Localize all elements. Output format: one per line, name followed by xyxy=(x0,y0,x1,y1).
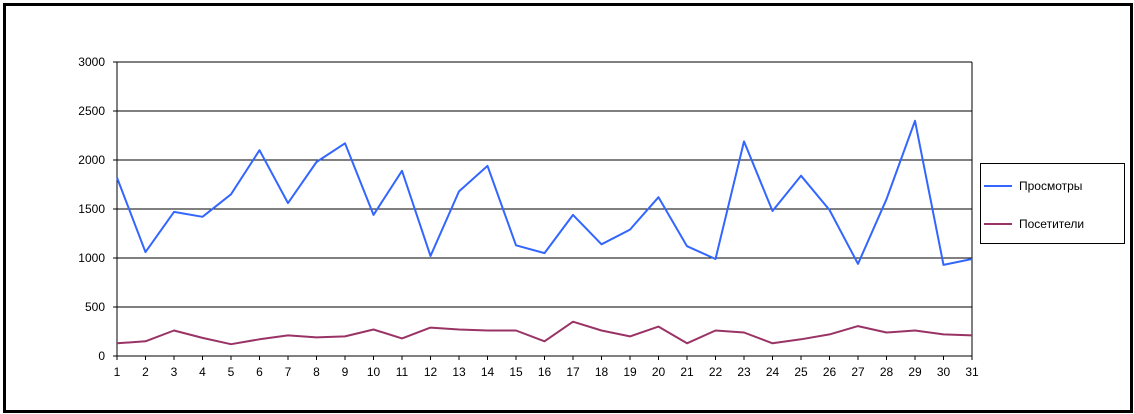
x-tick-label: 6 xyxy=(256,365,263,379)
x-tick-label: 24 xyxy=(766,365,780,379)
legend-item-series-2: Посетители xyxy=(981,216,1084,232)
legend-item-series-1: Просмотры xyxy=(981,178,1082,194)
x-tick-label: 2 xyxy=(142,365,149,379)
x-tick-label: 14 xyxy=(481,365,495,379)
x-tick-label: 11 xyxy=(396,365,409,379)
x-tick-label: 18 xyxy=(595,365,609,379)
series-line-2 xyxy=(116,320,973,346)
x-tick-label: 16 xyxy=(538,365,552,379)
y-tick-label: 1000 xyxy=(78,251,105,265)
x-tick-label: 8 xyxy=(313,365,320,379)
x-tick-label: 29 xyxy=(908,365,922,379)
y-tick-label: 3000 xyxy=(78,55,105,69)
x-tick-label: 20 xyxy=(652,365,666,379)
x-tick-label: 28 xyxy=(880,365,894,379)
x-tick-label: 9 xyxy=(342,365,349,379)
x-tick-label: 30 xyxy=(937,365,951,379)
x-tick-label: 19 xyxy=(623,365,637,379)
x-tick-label: 25 xyxy=(794,365,808,379)
x-tick-label: 12 xyxy=(424,365,438,379)
x-tick-label: 26 xyxy=(823,365,837,379)
x-tick-label: 10 xyxy=(367,365,381,379)
x-tick-label: 13 xyxy=(452,365,466,379)
x-tick-label: 21 xyxy=(680,365,694,379)
x-tick-label: 3 xyxy=(171,365,178,379)
x-tick-label: 1 xyxy=(114,365,121,379)
x-tick-label: 7 xyxy=(285,365,292,379)
x-tick-label: 27 xyxy=(851,365,865,379)
y-tick-label: 0 xyxy=(98,349,105,363)
x-tick-label: 31 xyxy=(965,365,979,379)
x-tick-label: 15 xyxy=(509,365,523,379)
y-tick-label: 500 xyxy=(85,300,105,314)
legend-label-series-2: Посетители xyxy=(1019,217,1085,231)
y-tick-label: 2500 xyxy=(78,104,105,118)
x-tick-label: 17 xyxy=(566,365,580,379)
x-tick-label: 23 xyxy=(737,365,751,379)
legend: Просмотры Посетители xyxy=(980,163,1125,244)
x-tick-label: 5 xyxy=(228,365,235,379)
y-tick-label: 1500 xyxy=(78,202,105,216)
legend-swatch-series-2 xyxy=(984,223,1012,225)
x-tick-label: 4 xyxy=(199,365,206,379)
x-tick-label: 22 xyxy=(709,365,723,379)
chart-frame xyxy=(3,3,1133,413)
y-tick-label: 2000 xyxy=(78,153,105,167)
legend-label-series-1: Просмотры xyxy=(1019,179,1083,193)
series-line-1 xyxy=(116,119,973,266)
legend-swatch-series-1 xyxy=(984,185,1012,187)
